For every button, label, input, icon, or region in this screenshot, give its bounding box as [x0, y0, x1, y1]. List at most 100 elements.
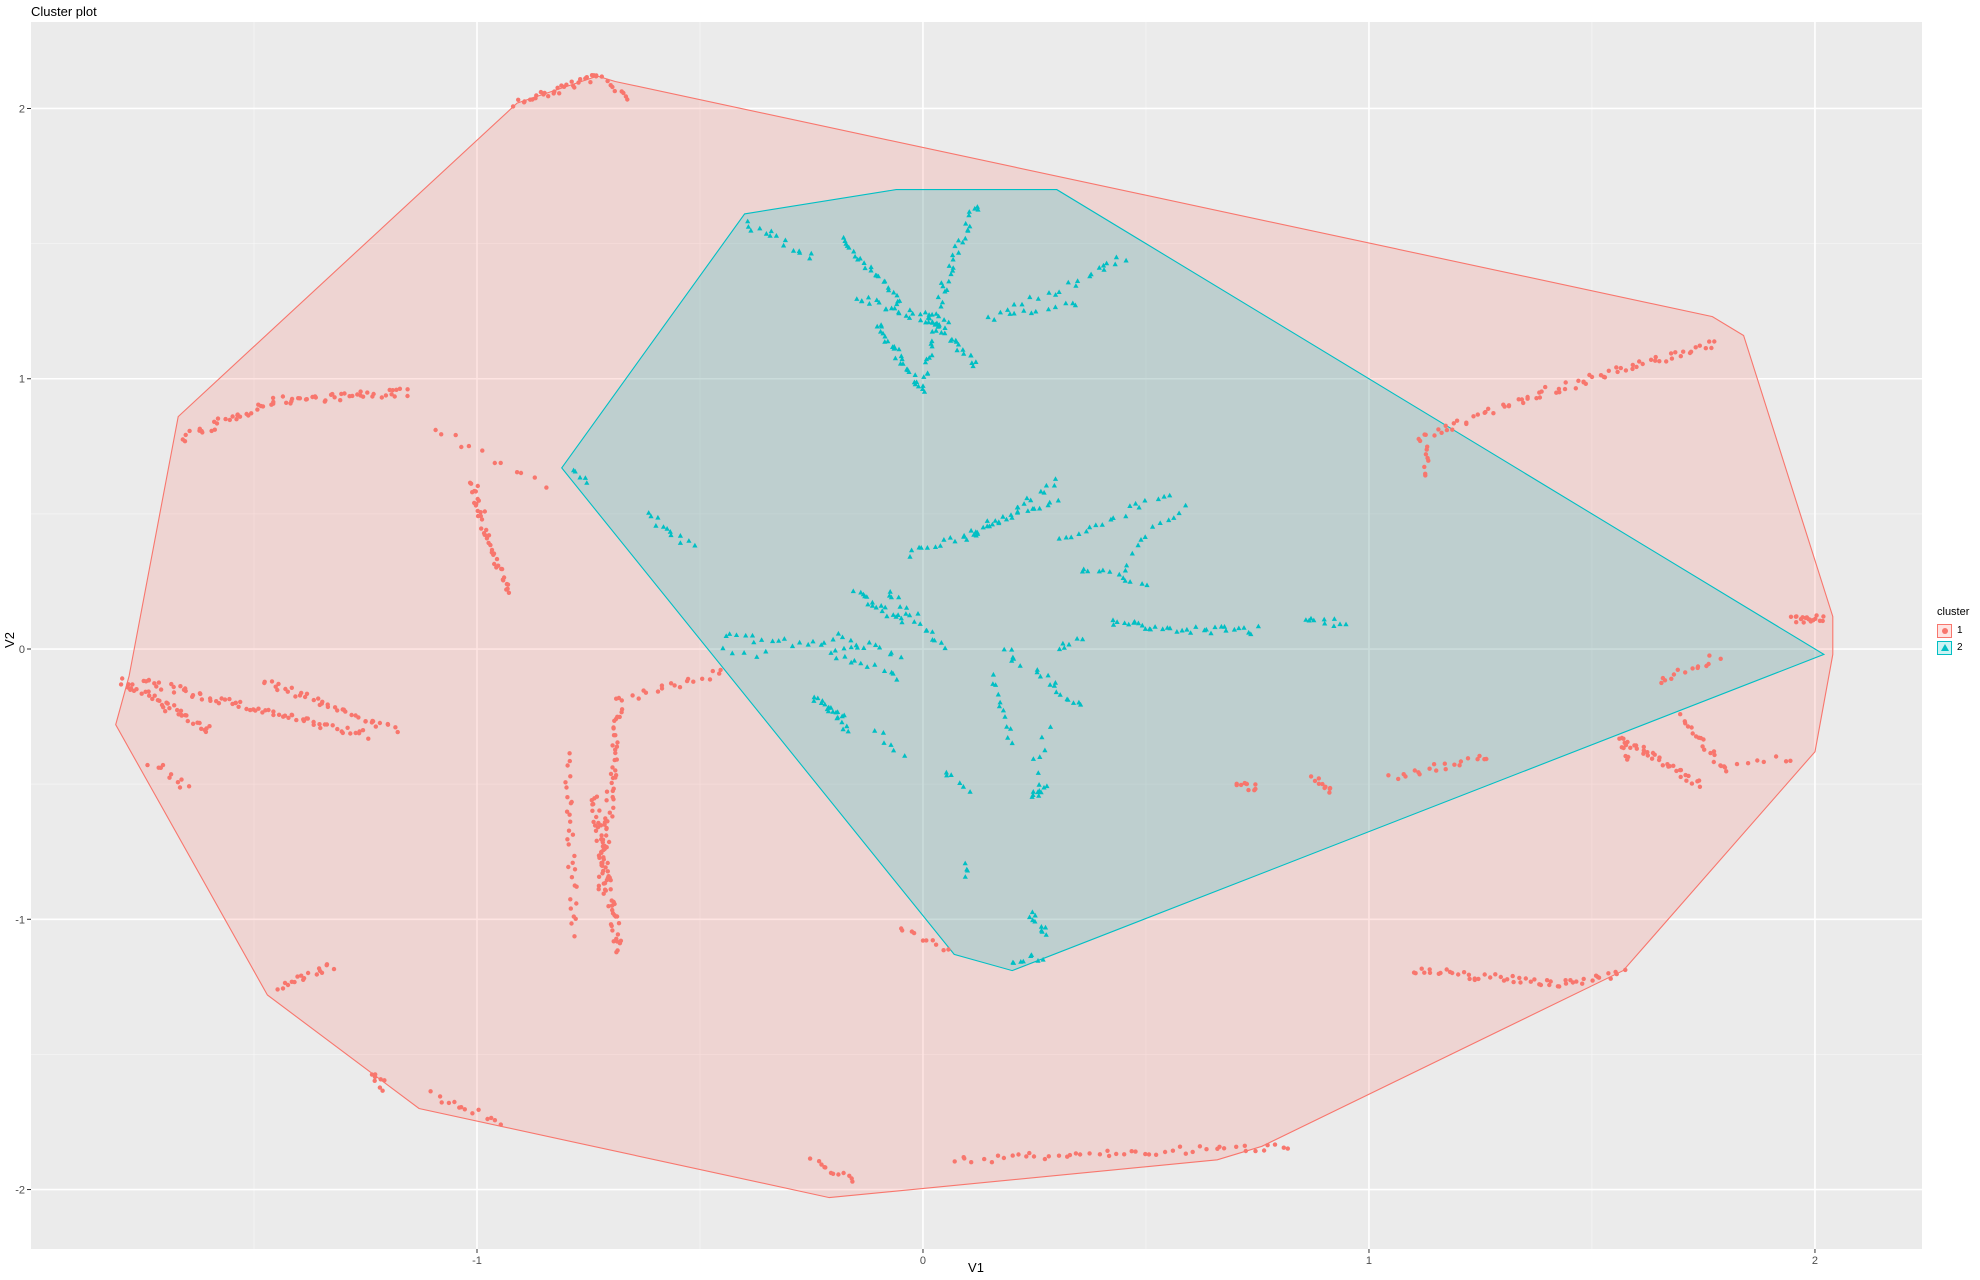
point — [1745, 761, 1751, 766]
point — [811, 694, 817, 700]
point — [763, 648, 769, 654]
point — [1596, 975, 1602, 980]
point — [1114, 1151, 1119, 1157]
point — [1640, 361, 1645, 367]
point — [574, 884, 579, 889]
point — [1166, 517, 1172, 523]
point — [1046, 1154, 1052, 1159]
point — [318, 725, 323, 731]
point — [238, 699, 243, 705]
point — [782, 237, 788, 243]
point — [255, 407, 260, 412]
point — [1100, 567, 1106, 573]
point — [912, 372, 918, 377]
point — [941, 317, 947, 322]
point — [1197, 1144, 1203, 1149]
point — [969, 1160, 974, 1165]
point — [946, 278, 952, 284]
point — [1467, 976, 1472, 982]
point — [1667, 764, 1672, 769]
point — [1238, 782, 1244, 788]
point — [476, 1107, 481, 1113]
point — [886, 287, 892, 293]
point — [299, 690, 304, 696]
point — [967, 223, 973, 229]
point — [1580, 981, 1585, 986]
point — [1038, 924, 1044, 929]
point — [317, 722, 322, 727]
point — [595, 825, 601, 830]
point — [881, 668, 888, 673]
point — [619, 698, 624, 703]
point — [1078, 701, 1084, 707]
point — [1444, 967, 1449, 972]
point — [1285, 1146, 1291, 1151]
point — [1483, 409, 1488, 415]
point — [664, 526, 670, 531]
point — [962, 235, 968, 241]
point — [1114, 619, 1120, 624]
point — [335, 726, 340, 732]
point — [542, 90, 547, 96]
point — [1027, 914, 1033, 920]
point — [968, 352, 974, 358]
point — [555, 85, 560, 91]
point — [157, 698, 162, 703]
point — [373, 724, 378, 729]
point — [335, 708, 340, 713]
point — [596, 874, 602, 879]
point — [615, 714, 620, 719]
point — [920, 386, 926, 391]
point — [946, 947, 951, 952]
point — [1436, 427, 1441, 432]
point — [588, 80, 593, 85]
point — [672, 683, 677, 688]
point — [498, 460, 503, 466]
point — [1030, 506, 1036, 511]
point — [615, 740, 620, 745]
point — [968, 527, 974, 533]
point — [167, 706, 172, 711]
point — [1120, 575, 1126, 580]
point — [956, 250, 962, 255]
point — [822, 701, 828, 707]
point — [1648, 357, 1654, 362]
point — [991, 317, 997, 322]
point — [608, 771, 614, 777]
point — [405, 393, 410, 399]
point — [207, 724, 212, 729]
point — [1246, 629, 1252, 635]
point — [139, 691, 144, 696]
point — [276, 712, 282, 717]
point — [459, 444, 464, 450]
point — [966, 209, 972, 214]
point — [825, 705, 831, 710]
point — [899, 356, 905, 362]
point — [896, 310, 902, 316]
point — [1087, 524, 1093, 530]
point — [216, 701, 222, 706]
point — [892, 345, 898, 350]
point — [659, 686, 665, 691]
point — [741, 650, 747, 655]
point — [946, 263, 952, 268]
point — [567, 758, 572, 764]
point — [223, 416, 228, 422]
point — [660, 524, 667, 529]
point — [937, 543, 943, 548]
point — [383, 393, 389, 398]
point — [1563, 380, 1568, 385]
point — [1668, 351, 1674, 356]
point — [915, 611, 921, 616]
point — [1601, 374, 1606, 379]
point — [596, 887, 601, 892]
point — [943, 769, 949, 775]
point — [567, 812, 572, 817]
point — [1129, 1149, 1134, 1154]
point — [601, 857, 606, 862]
point — [848, 659, 854, 665]
point — [1053, 292, 1059, 297]
point — [789, 643, 796, 649]
point — [345, 725, 350, 730]
point — [1127, 503, 1133, 508]
